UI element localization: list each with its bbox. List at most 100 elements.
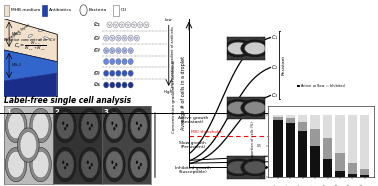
Circle shape (128, 48, 133, 54)
Circle shape (62, 121, 64, 125)
Ellipse shape (130, 51, 131, 52)
Text: $C_2$: $C_2$ (93, 34, 100, 43)
Text: $C_r = \frac{W_{a,2}}{W_{c,1}+W_{a,2}}$: $C_r = \frac{W_{a,2}}{W_{c,1}+W_{a,2}}$ (14, 40, 46, 52)
Bar (360, 169, 369, 175)
Bar (323, 138, 332, 159)
Circle shape (128, 82, 133, 88)
Ellipse shape (80, 5, 87, 16)
Y-axis label: Average # of cells in a droplet: Average # of cells in a droplet (181, 56, 186, 130)
Text: $C_1$: $C_1$ (94, 21, 101, 29)
Ellipse shape (133, 24, 134, 25)
Circle shape (32, 151, 49, 178)
Circle shape (130, 112, 147, 139)
Circle shape (134, 35, 139, 41)
Text: 1: 1 (6, 109, 11, 115)
Circle shape (144, 22, 149, 28)
Circle shape (89, 166, 91, 169)
Circle shape (122, 82, 127, 88)
Circle shape (138, 127, 140, 130)
Text: Slow growth
(Persistent): Slow growth (Persistent) (179, 141, 206, 149)
Circle shape (116, 59, 121, 65)
Bar (298, 122, 307, 131)
Text: $W_{c,2}$: $W_{c,2}$ (11, 62, 22, 69)
Text: 3: 3 (104, 109, 109, 115)
Circle shape (241, 40, 270, 57)
Circle shape (57, 151, 74, 178)
Circle shape (110, 59, 115, 65)
Circle shape (110, 70, 115, 76)
Bar (323, 159, 332, 177)
Circle shape (140, 124, 142, 127)
Circle shape (125, 22, 130, 28)
Circle shape (89, 127, 91, 130)
X-axis label: Time: Time (235, 169, 249, 174)
Text: Antibiotics: Antibiotics (49, 8, 72, 12)
Circle shape (122, 35, 127, 41)
Circle shape (5, 147, 27, 182)
Circle shape (245, 161, 266, 174)
Bar (298, 131, 307, 177)
Circle shape (81, 151, 98, 178)
Circle shape (8, 112, 25, 139)
Circle shape (30, 147, 51, 182)
Ellipse shape (44, 37, 48, 39)
Circle shape (228, 161, 249, 174)
Bar (335, 115, 345, 153)
Circle shape (54, 108, 76, 143)
Circle shape (30, 108, 51, 143)
Ellipse shape (119, 38, 120, 39)
Ellipse shape (28, 34, 33, 37)
Circle shape (57, 112, 74, 139)
Text: $C_1$: $C_1$ (93, 20, 100, 29)
Text: $C_6$: $C_6$ (93, 81, 100, 89)
Bar (310, 115, 320, 129)
Polygon shape (4, 73, 57, 97)
Ellipse shape (137, 38, 138, 39)
Circle shape (104, 147, 125, 182)
Bar (286, 123, 295, 177)
Bar (273, 117, 282, 120)
Circle shape (17, 128, 39, 162)
Text: Oil: Oil (121, 8, 127, 12)
Circle shape (241, 99, 270, 116)
Circle shape (224, 159, 253, 176)
Circle shape (116, 82, 121, 88)
Circle shape (113, 127, 115, 130)
Circle shape (110, 82, 115, 88)
Circle shape (104, 59, 109, 65)
Circle shape (228, 42, 249, 55)
Circle shape (111, 161, 113, 164)
Circle shape (54, 147, 76, 182)
Ellipse shape (111, 37, 112, 38)
Circle shape (20, 132, 37, 158)
Text: $C_6$: $C_6$ (94, 81, 101, 89)
Ellipse shape (111, 50, 112, 51)
FancyBboxPatch shape (42, 5, 47, 16)
Ellipse shape (122, 24, 123, 25)
Ellipse shape (105, 51, 107, 52)
Ellipse shape (112, 51, 113, 52)
Circle shape (241, 159, 270, 176)
Text: Inhibited growth
(Susceptible): Inhibited growth (Susceptible) (175, 166, 211, 174)
Circle shape (138, 22, 143, 28)
Text: $C_2$: $C_2$ (271, 63, 279, 72)
Ellipse shape (134, 24, 135, 25)
Circle shape (140, 163, 142, 166)
Circle shape (224, 40, 253, 57)
Bar (360, 115, 369, 169)
Circle shape (104, 48, 109, 54)
Ellipse shape (129, 37, 130, 38)
Ellipse shape (109, 25, 110, 26)
Ellipse shape (135, 37, 136, 38)
Text: Susceptible: Susceptible (282, 149, 286, 174)
Circle shape (110, 48, 115, 54)
Text: Low: Low (164, 18, 172, 22)
Ellipse shape (116, 24, 117, 25)
Ellipse shape (139, 24, 140, 25)
Bar (348, 163, 357, 174)
Circle shape (224, 99, 253, 116)
Circle shape (104, 35, 109, 41)
Text: $C_3$: $C_3$ (271, 91, 279, 100)
Circle shape (87, 121, 89, 125)
Circle shape (8, 151, 25, 178)
